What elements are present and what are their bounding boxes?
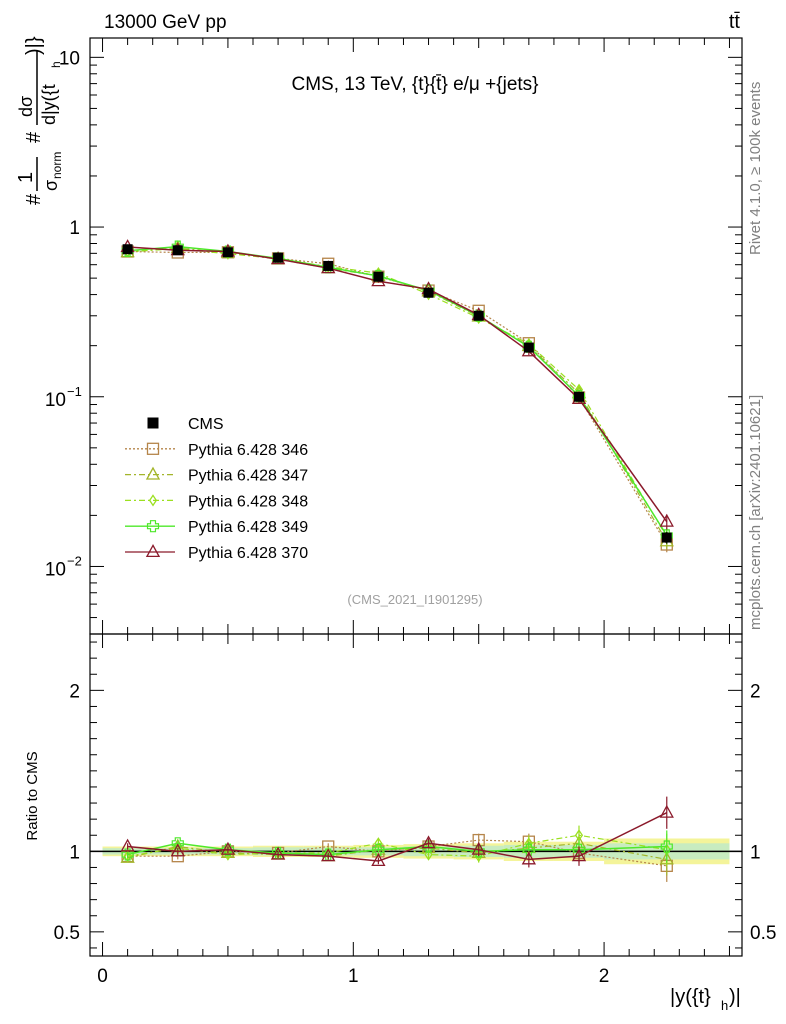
data-point [661,532,672,543]
xtick-label: 0 [97,966,108,987]
legend-label: Pythia 6.428 346 [188,442,308,459]
legend-marker [146,442,160,455]
ylabel-one: 1 [15,172,37,183]
legend: CMS Pythia 6.428 346 Pythia 6.428 347 Pythi… [125,416,308,562]
chart-title: CMS, 13 TeV, {t}{t̄} e/μ +{jets} [291,74,538,95]
mc-ratio-point [659,804,674,818]
mc-ratio-point [372,843,385,856]
ratio-tick-label-right: 2 [750,681,761,702]
lower-panel: 0 1 2 0.5 0.5 1 1 2 2 [54,633,776,987]
legend-marker [147,417,159,429]
ytick-label: 1 [69,218,80,239]
data-point [222,247,233,258]
data-point [122,244,133,255]
data-point [423,287,434,298]
legend-marker [146,520,160,533]
mc-ratio-point [421,835,436,849]
ytick-label-exponent: −1 [67,384,82,399]
upper-yaxis-label: # 1 σ norm # dσ d|y({t h )|} [15,36,64,205]
mc-point [659,513,674,527]
ylabel-dsigma: dσ [16,96,36,117]
ratio-tick-label-right: 1 [750,842,761,863]
legend-marker [145,466,161,480]
xaxis-label-main: |y({t} [670,986,711,1008]
mcplots-url-label: mcplots.cern.ch [arXiv:2401.10621] [747,395,764,630]
mc-ratio-point [170,843,185,857]
mc-ratio-point [270,846,286,860]
ratio-tick-label-left: 2 [69,681,80,702]
mc-ratio-point [521,851,536,865]
legend-marker [148,494,158,507]
legend-label: CMS [188,416,224,433]
data-point [273,252,284,263]
ytick-label-exponent: −2 [67,553,82,568]
analysis-id: (CMS_2021_I1901295) [347,592,482,607]
lower-frame [89,633,743,957]
mc-ratio-point [121,848,134,861]
ylabel-denominator-sub: h [49,61,63,68]
ytick-label: 10 [45,559,66,580]
mc-ratio-point [571,848,587,862]
mc-ratio-point [522,843,535,856]
data-point [172,245,183,256]
mc-ratio-point [424,848,433,861]
ratio-tick-label-right: 0.5 [750,923,776,944]
data-point [473,310,484,321]
data-point [523,342,534,353]
xtick-label: 1 [348,966,359,987]
xtick-label: 2 [599,966,610,987]
ylabel-norm: norm [50,152,64,179]
legend-label: Pythia 6.428 370 [188,545,308,562]
legend-label: Pythia 6.428 348 [188,493,308,510]
legend-label: Pythia 6.428 349 [188,519,308,536]
xaxis-label-sub: h [721,998,728,1013]
mc-ratio-point [471,841,486,855]
data-point [323,260,334,271]
xaxis-label-close: )| [729,986,741,1008]
mc-ratio-point [660,840,673,853]
mc-ratio-point [321,848,336,862]
beam-label: 13000 GeV pp [104,12,227,33]
ratio-tick-label-left: 0.5 [54,923,80,944]
ylabel-hash-2: # [23,131,45,143]
data-point [373,271,384,282]
ytick-label: 10 [59,48,80,69]
lower-yaxis-label: Ratio to CMS [24,751,41,840]
ylabel-denominator-close: )|} [23,36,45,55]
data-point [574,391,584,402]
ylabel-denominator: d|y({t [39,84,59,125]
ratio-tick-label-left: 1 [69,842,80,863]
ylabel-hash-1: # [23,193,45,205]
legend-marker [145,544,161,558]
process-label: tt̄ [729,11,741,33]
mc-ratio-point [371,853,386,867]
xaxis-label: |y({t} h )| [670,986,741,1013]
mc-line-upper [127,245,668,536]
mc-ratio-point [120,838,135,852]
mc-ratio-point [220,841,236,855]
legend-label: Pythia 6.428 347 [188,468,308,485]
ylabel-sigma: σ [41,180,61,191]
ytick-label: 10 [45,390,66,411]
rivet-version-label: Rivet 4.1.0, ≥ 100k events [747,82,764,255]
